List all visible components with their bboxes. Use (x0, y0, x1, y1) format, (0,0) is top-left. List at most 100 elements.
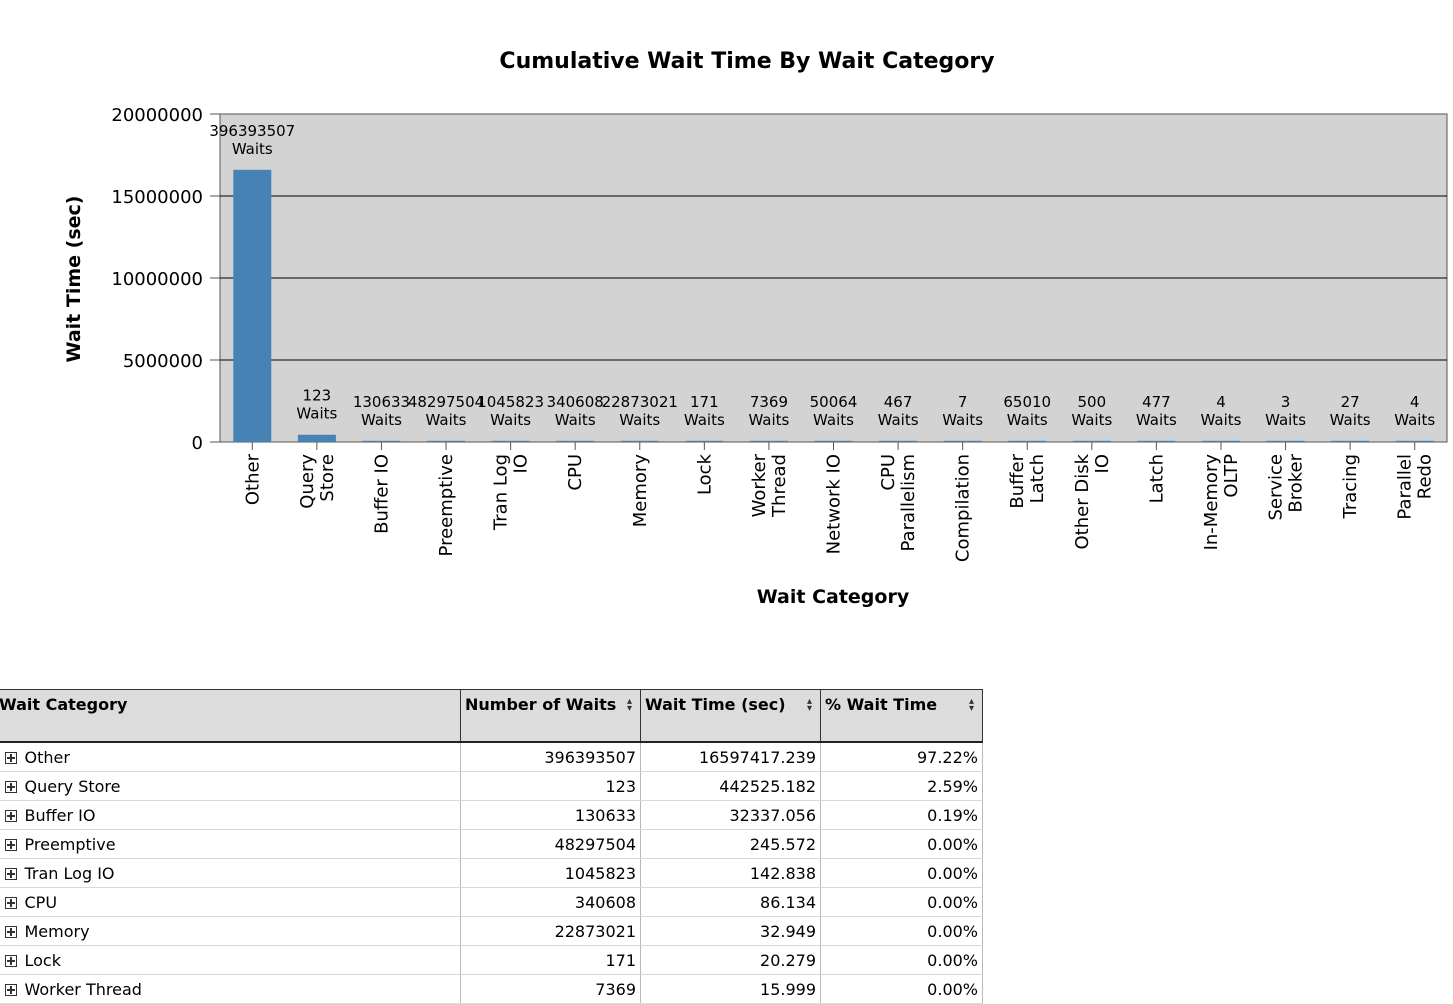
y-tick-label: 20000000 (111, 105, 203, 126)
wait-category-label: Query Store (24, 776, 121, 796)
chart-title: Cumulative Wait Time By Wait Category (499, 49, 994, 74)
wait-category-cell: CPU (0, 887, 461, 917)
sort-icon[interactable]: ▴ ▾ (806, 696, 812, 714)
data-label: 7 Waits (942, 393, 983, 429)
pct-wait-time-cell: 0.00% (820, 974, 983, 1004)
x-axis-label: Wait Category (757, 586, 910, 608)
wait-time-cell: 15.999 (640, 974, 821, 1004)
number-of-waits-cell: 123 (460, 771, 641, 801)
column-header-number-of-waits[interactable]: Number of Waits ▴ ▾ (460, 689, 641, 743)
bar (427, 440, 466, 442)
x-tick-label: Other DiskIO (1072, 453, 1113, 549)
x-tick-label: Latch (1146, 454, 1167, 503)
x-tick-label: Memory (630, 454, 651, 528)
wait-category-label: Tran Log IO (24, 863, 115, 883)
sort-icon[interactable]: ▴ ▾ (626, 696, 632, 714)
data-label: 467 Waits (878, 393, 919, 429)
pct-wait-time-cell: 0.00% (820, 829, 983, 859)
data-label: 65010 Waits (1003, 393, 1051, 429)
table-row[interactable]: Other 396393507 16597417.239 97.22% (0, 742, 983, 772)
wait-time-cell: 142.838 (640, 858, 821, 888)
data-label: 48297504 Waits (408, 393, 484, 429)
wait-time-cell: 20.279 (640, 945, 821, 975)
table-row[interactable]: Query Store 123 442525.182 2.59% (0, 771, 983, 801)
x-tick-label: Network IO (824, 454, 845, 554)
data-label: 7369 Waits (748, 393, 789, 429)
data-label: 396393507 Waits (209, 122, 295, 158)
table-header-row: Wait Category Number of Waits ▴ ▾ Wait Tim… (0, 689, 983, 743)
table-row[interactable]: Memory 22873021 32.949 0.00% (0, 916, 983, 946)
sort-icon[interactable]: ▴ ▾ (968, 696, 974, 714)
bar (685, 440, 724, 442)
wait-category-cell: Preemptive (0, 829, 461, 859)
x-tick-label: In-MemoryOLTP (1201, 454, 1242, 551)
wait-category-label: Buffer IO (24, 805, 96, 825)
expand-icon[interactable] (4, 867, 17, 880)
table-row[interactable]: Buffer IO 130633 32337.056 0.19% (0, 800, 983, 830)
wait-category-cell: Worker Thread (0, 974, 461, 1004)
wait-time-cell: 86.134 (640, 887, 821, 917)
table-row[interactable]: Worker Thread 7369 15.999 0.00% (0, 974, 983, 1004)
wait-time-cell: 32337.056 (640, 800, 821, 830)
x-tick-label: Other (242, 453, 263, 505)
number-of-waits-cell: 171 (460, 945, 641, 975)
bar (556, 440, 595, 442)
expand-icon[interactable] (4, 780, 17, 793)
x-tick-label: ServiceBroker (1266, 453, 1307, 520)
pct-wait-time-cell: 0.19% (820, 800, 983, 830)
bar (943, 440, 982, 442)
data-label: 27 Waits (1330, 393, 1371, 429)
bar (1137, 440, 1176, 442)
bar (814, 440, 853, 442)
bar (233, 169, 272, 442)
wait-time-cell: 16597417.239 (640, 742, 821, 772)
bar (879, 440, 918, 442)
x-tick-label: Lock (694, 453, 715, 495)
bar (297, 434, 336, 442)
column-header-pct-wait-time[interactable]: % Wait Time ▴ ▾ (820, 689, 983, 743)
x-tick-label: Buffer IO (371, 454, 392, 534)
pct-wait-time-cell: 0.00% (820, 887, 983, 917)
column-header-wait-time[interactable]: Wait Time (sec) ▴ ▾ (640, 689, 821, 743)
y-tick-label: 15000000 (111, 187, 203, 208)
wait-category-table: Wait Category Number of Waits ▴ ▾ Wait Tim… (0, 689, 983, 1004)
pct-wait-time-cell: 0.00% (820, 945, 983, 975)
wait-category-label: Worker Thread (24, 979, 142, 999)
x-tick-label: Compilation (953, 454, 974, 562)
bar (1008, 440, 1047, 442)
expand-icon[interactable] (4, 751, 17, 764)
number-of-waits-cell: 22873021 (460, 916, 641, 946)
wait-category-label: Preemptive (24, 834, 116, 854)
x-tick-label: Tran LogIO (491, 454, 532, 531)
table-row[interactable]: Preemptive 48297504 245.572 0.00% (0, 829, 983, 859)
wait-category-label: CPU (24, 892, 58, 912)
wait-category-label: Lock (24, 950, 61, 970)
data-label: 477 Waits (1136, 393, 1177, 429)
table-row[interactable]: Tran Log IO 1045823 142.838 0.00% (0, 858, 983, 888)
expand-icon[interactable] (4, 925, 17, 938)
expand-icon[interactable] (4, 896, 17, 909)
number-of-waits-cell: 48297504 (460, 829, 641, 859)
expand-icon[interactable] (4, 809, 17, 822)
bar (1201, 440, 1240, 442)
y-tick-label: 0 (192, 433, 203, 454)
wait-category-cell: Query Store (0, 771, 461, 801)
column-header-wait-category[interactable]: Wait Category (0, 689, 461, 743)
wait-category-cell: Tran Log IO (0, 858, 461, 888)
wait-category-cell: Lock (0, 945, 461, 975)
expand-icon[interactable] (4, 983, 17, 996)
number-of-waits-cell: 1045823 (460, 858, 641, 888)
data-label: 4 Waits (1394, 393, 1435, 429)
number-of-waits-cell: 396393507 (460, 742, 641, 772)
bar (620, 440, 659, 442)
expand-icon[interactable] (4, 838, 17, 851)
data-label: 4 Waits (1201, 393, 1242, 429)
x-tick-label: BufferLatch (1007, 453, 1048, 508)
table-row[interactable]: CPU 340608 86.134 0.00% (0, 887, 983, 917)
wait-time-cell: 245.572 (640, 829, 821, 859)
pct-wait-time-cell: 2.59% (820, 771, 983, 801)
expand-icon[interactable] (4, 954, 17, 967)
data-label: 22873021 Waits (602, 393, 678, 429)
y-axis-label: Wait Time (sec) (63, 196, 85, 363)
table-row[interactable]: Lock 171 20.279 0.00% (0, 945, 983, 975)
